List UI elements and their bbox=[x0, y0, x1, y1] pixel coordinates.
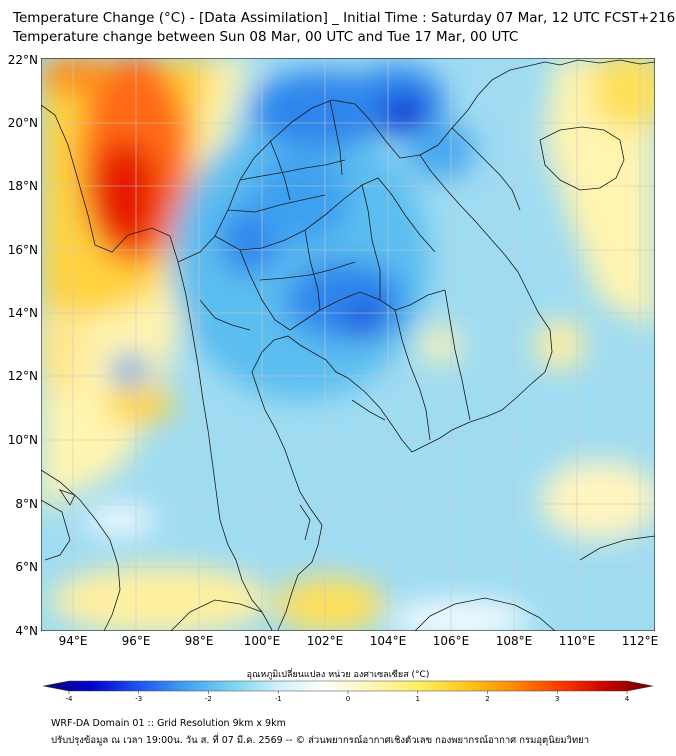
colorbar-label: อุณหภูมิเปลี่ยนแปลง หน่วย องศาเซลเซียส (… bbox=[246, 670, 430, 680]
lon-label-106: 106°E bbox=[433, 634, 470, 648]
colorbar-ticks: -4 -3 -2 -1 0 1 2 3 4 bbox=[66, 691, 630, 703]
colorbar-tick-label: 2 bbox=[485, 695, 489, 703]
lon-label-100: 100°E bbox=[244, 634, 281, 648]
colorbar-tick-label: -3 bbox=[135, 695, 142, 703]
lat-label-14: 14°N bbox=[8, 306, 38, 320]
longitude-axis: 94°E 96°E 98°E 100°E 102°E 104°E 106°E 1… bbox=[59, 634, 659, 648]
lat-label-4: 4°N bbox=[15, 624, 38, 638]
lon-label-96: 96°E bbox=[122, 634, 151, 648]
lat-label-8: 8°N bbox=[15, 497, 38, 511]
lat-label-10: 10°N bbox=[8, 433, 38, 447]
map-title: Temperature Change (°C) - [Data Assimila… bbox=[13, 10, 676, 26]
lat-label-6: 6°N bbox=[15, 560, 38, 574]
colorbar-tick-label: 4 bbox=[625, 695, 630, 703]
lon-label-108: 108°E bbox=[496, 634, 533, 648]
colorbar: -4 -3 -2 -1 0 1 2 3 4 bbox=[42, 680, 654, 703]
lat-label-12: 12°N bbox=[8, 369, 38, 383]
lon-label-112: 112°E bbox=[622, 634, 659, 648]
colorbar-tick-label: -2 bbox=[205, 695, 212, 703]
colorbar-tick-label: 1 bbox=[416, 695, 420, 703]
colorbar-gradient bbox=[42, 680, 654, 692]
coastlines-borders bbox=[41, 59, 655, 631]
lon-label-98: 98°E bbox=[185, 634, 214, 648]
lat-label-16: 16°N bbox=[8, 243, 38, 257]
colorbar-tick-label: 3 bbox=[555, 695, 559, 703]
lon-label-104: 104°E bbox=[370, 634, 407, 648]
lat-label-18: 18°N bbox=[8, 179, 38, 193]
grid-lines bbox=[41, 58, 655, 631]
lat-label-20: 20°N bbox=[8, 116, 38, 130]
map-subtitle: Temperature change between Sun 08 Mar, 0… bbox=[13, 29, 519, 45]
lon-label-110: 110°E bbox=[559, 634, 596, 648]
colorbar-tick-label: -4 bbox=[66, 695, 74, 703]
footer-domain-info: WRF-DA Domain 01 :: Grid Resolution 9km … bbox=[51, 718, 286, 729]
footer-update-info: ปรับปรุงข้อมูล ณ เวลา 19:00น. วัน ส. ที่… bbox=[51, 735, 590, 746]
colorbar-tick-label: 0 bbox=[346, 695, 350, 703]
lon-label-102: 102°E bbox=[307, 634, 344, 648]
temperature-field bbox=[41, 58, 655, 631]
colorbar-tick-label: -1 bbox=[275, 695, 282, 703]
latitude-axis: 22°N 20°N 18°N 16°N 14°N 12°N 10°N 8°N 6… bbox=[8, 53, 38, 638]
lat-label-22: 22°N bbox=[8, 53, 38, 67]
lon-label-94: 94°E bbox=[59, 634, 88, 648]
